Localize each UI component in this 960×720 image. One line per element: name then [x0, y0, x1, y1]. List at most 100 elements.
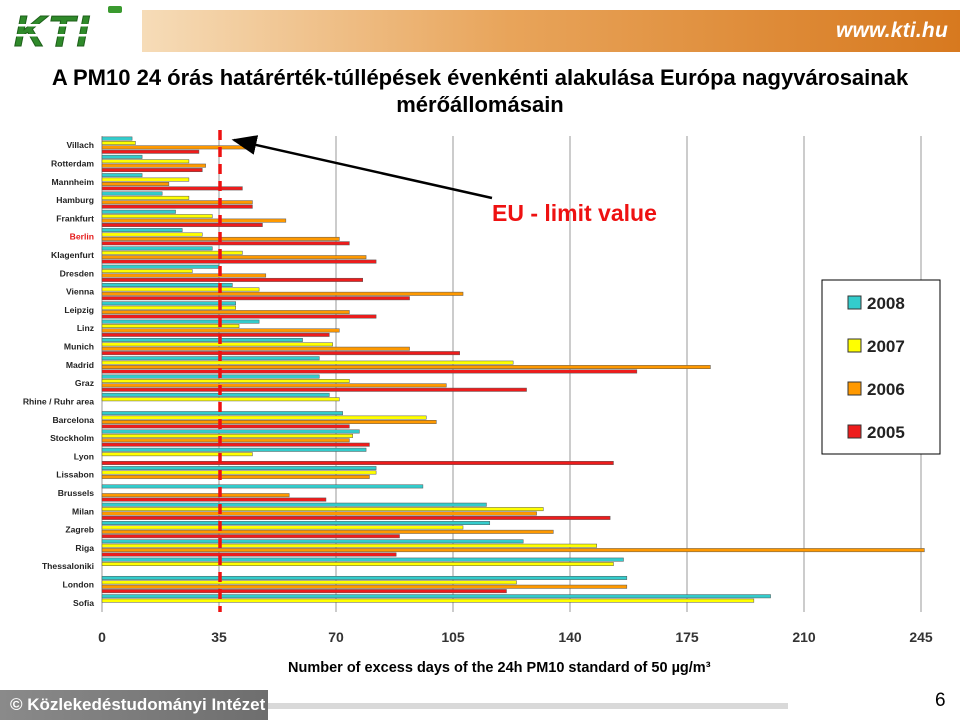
category-label: Sofia: [73, 598, 94, 608]
bar-2007: [101, 342, 333, 347]
bar-2007: [101, 433, 353, 438]
eu-limit-label: EU - limit value: [492, 200, 657, 226]
category-label: Graz: [75, 378, 94, 388]
x-tick-label: 140: [558, 629, 582, 645]
category-label: London: [63, 580, 95, 590]
bar-2007: [101, 287, 260, 292]
bar-2007: [101, 360, 514, 365]
bar-2007: [101, 415, 427, 420]
bar-2007: [101, 379, 350, 383]
bar-2005: [101, 332, 330, 337]
x-tick-label: 0: [98, 629, 106, 645]
x-axis-label: Number of excess days of the 24h PM10 st…: [288, 660, 711, 676]
footer-divider: [268, 703, 788, 709]
category-label: Villach: [66, 140, 94, 150]
bar-2008: [101, 392, 330, 397]
slide-title-line-2: mérőállomásain: [396, 92, 564, 117]
bar-2006: [101, 163, 206, 168]
eu-limit-arrow: [231, 135, 493, 200]
bar-2008: [101, 228, 183, 233]
category-label: Munich: [64, 342, 94, 352]
bar-2006: [101, 182, 170, 186]
bar-2008: [101, 429, 360, 434]
bar-2005: [101, 552, 397, 557]
bar-2006: [101, 584, 628, 589]
bar-2008: [101, 557, 624, 562]
bar-2008: [101, 264, 220, 269]
x-tick-label: 105: [441, 629, 465, 645]
bar-2006: [101, 529, 554, 534]
bar-2007: [101, 598, 755, 603]
bar-series: [101, 136, 925, 603]
category-labels: Villach Rotterdam Mannheim Hamburg Frankfurt…: [23, 140, 95, 608]
category-label: Riga: [75, 543, 94, 553]
bar-2007: [101, 305, 236, 310]
bar-2008: [101, 447, 367, 452]
bar-2007: [101, 562, 614, 566]
category-label: Linz: [77, 323, 94, 333]
bar-2005: [101, 589, 507, 594]
bar-2007: [101, 470, 377, 475]
category-label: Stockholm: [50, 433, 94, 443]
bar-2005: [101, 351, 460, 356]
category-label: Milan: [72, 506, 94, 516]
kti-logo: KTI: [10, 6, 134, 52]
bar-2008: [101, 521, 491, 525]
bar-2008: [101, 539, 524, 544]
x-tick-label: 175: [675, 629, 699, 645]
bar-2007: [101, 214, 213, 219]
bar-2008: [101, 484, 424, 489]
legend-swatch-2005: [847, 424, 862, 439]
bar-2005: [101, 223, 263, 227]
bar-2008: [101, 502, 487, 507]
bar-2008: [101, 575, 628, 580]
legend: 2008 2007 2006 2005: [821, 279, 941, 455]
bar-2006: [101, 218, 287, 223]
bar-2007: [101, 397, 340, 402]
bar-2006: [101, 438, 350, 443]
x-tick-label: 35: [211, 629, 227, 645]
bar-2005: [101, 204, 253, 209]
bar-2008: [101, 356, 320, 361]
bar-2007: [101, 159, 190, 164]
bar-2006: [101, 511, 537, 516]
bar-2008: [101, 246, 213, 251]
bar-2007: [101, 177, 190, 182]
bar-2008: [101, 173, 143, 178]
bar-2007: [101, 525, 464, 530]
bar-2008: [101, 136, 133, 141]
bar-2007: [101, 269, 193, 274]
bar-2006: [101, 365, 711, 369]
bar-2008: [101, 337, 303, 342]
bar-2006: [101, 310, 350, 315]
category-label: Rhine / Ruhr area: [23, 396, 94, 406]
bar-2005: [101, 296, 410, 301]
bar-2008: [101, 191, 163, 196]
bar-2005: [101, 369, 638, 374]
category-label: Lyon: [74, 451, 94, 461]
legend-label-2006: 2006: [867, 380, 905, 399]
category-label: Rotterdam: [51, 158, 94, 168]
category-label: Zagreb: [65, 525, 94, 535]
bar-2008: [101, 301, 236, 306]
category-label: Barcelona: [52, 415, 94, 425]
category-label: Madrid: [66, 360, 94, 370]
bar-2007: [101, 250, 243, 255]
legend-swatch-2007: [847, 338, 862, 353]
category-label: Berlin: [70, 232, 94, 242]
x-tick-label: 210: [792, 629, 816, 645]
bar-2005: [101, 277, 363, 282]
bar-2006: [101, 474, 370, 479]
legend-swatch-2008: [847, 295, 862, 310]
bar-2008: [101, 466, 377, 471]
bar-2008: [101, 319, 260, 324]
bar-2005: [101, 534, 400, 539]
category-label: Thessaloniki: [42, 561, 94, 571]
legend-label-2008: 2008: [867, 294, 905, 313]
site-url[interactable]: www.kti.hu: [835, 19, 948, 42]
bar-2006: [101, 255, 367, 260]
bar-2005: [101, 387, 527, 392]
bar-2005: [101, 168, 203, 173]
bar-2005: [101, 497, 327, 502]
bar-2005: [101, 515, 611, 520]
